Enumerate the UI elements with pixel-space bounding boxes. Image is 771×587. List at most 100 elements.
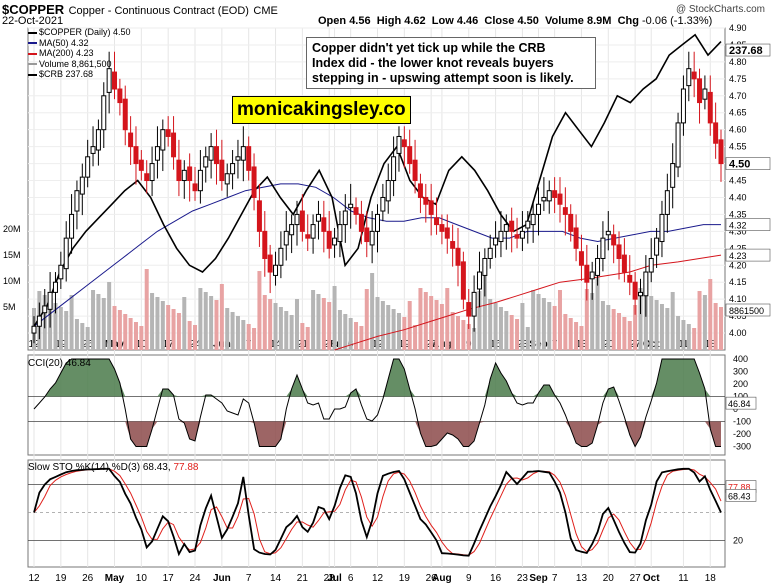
candle-body	[546, 190, 552, 202]
volume-bar	[107, 282, 112, 350]
candle-body	[251, 166, 257, 198]
candle-body	[530, 213, 536, 226]
x-tick-label: 9	[466, 573, 472, 584]
instrument-name: Copper - Continuous Contract (EOD)	[68, 5, 249, 17]
candle-body	[90, 146, 96, 154]
candle-body	[294, 213, 300, 226]
candle-body	[213, 146, 219, 165]
volume-bar	[568, 318, 573, 350]
low-value: 4.46	[456, 15, 479, 27]
candle-body	[573, 227, 579, 249]
candle-body	[525, 220, 531, 229]
ma200-value-tag-box	[725, 248, 771, 262]
candle-body	[326, 230, 332, 249]
volume-bar	[182, 297, 187, 350]
volume-bar	[579, 326, 584, 350]
candle-body	[707, 91, 713, 124]
candle-body	[584, 264, 590, 283]
candle-body	[278, 247, 284, 266]
x-tick-label: Aug	[432, 573, 451, 584]
candle-body	[611, 234, 617, 246]
close-value: 4.50	[517, 15, 539, 27]
candle-body	[95, 129, 101, 151]
candle-body	[702, 88, 708, 100]
candle-body	[171, 132, 177, 158]
candle-body	[160, 129, 166, 151]
volume-bar	[659, 304, 664, 350]
volume-bar	[300, 323, 305, 350]
candle-body	[203, 156, 209, 168]
high-value: 4.62	[404, 15, 426, 27]
candle-body	[219, 159, 225, 182]
candle-body	[568, 213, 574, 232]
candle-body	[536, 203, 542, 215]
volume-bar	[316, 294, 321, 350]
volume-bar	[386, 305, 391, 350]
x-tick-label: Jun	[213, 573, 231, 584]
candle-body	[112, 71, 118, 90]
legend-swatch	[28, 52, 37, 55]
volume-bar	[563, 314, 568, 350]
volume-bar	[595, 277, 600, 350]
volume-bar	[343, 314, 348, 350]
volume-bar	[74, 319, 79, 350]
volume-tick-label: 10M	[3, 276, 21, 286]
x-tick-label: Oct	[643, 573, 660, 584]
x-tick-label: 7	[246, 573, 252, 584]
candle-body	[364, 227, 370, 243]
volume-bar	[520, 303, 525, 350]
volume-bar	[294, 299, 299, 350]
volume-bar	[176, 313, 181, 350]
volume-bar	[348, 318, 353, 350]
x-tick-label: 7	[552, 573, 558, 584]
stochastic-k-tag: 68.43	[728, 491, 751, 501]
candle-body	[348, 203, 354, 209]
annotation-line-2: Index did - the lower knot reveals buyer…	[312, 56, 554, 70]
volume-bar	[311, 290, 316, 350]
volume-bar	[525, 327, 530, 350]
volume-bar	[531, 290, 536, 350]
volume-bar	[622, 317, 627, 350]
candle-body	[117, 88, 123, 104]
candle-body	[487, 247, 493, 259]
volume-bar	[139, 326, 144, 350]
stochastic-d-line	[33, 468, 722, 556]
volume-bar	[209, 296, 214, 350]
cci-tick-label: -300	[733, 442, 751, 452]
volume-bar	[676, 316, 681, 350]
volume-bar	[611, 309, 616, 350]
volume-bar	[515, 319, 520, 350]
volume-bar	[450, 312, 455, 350]
candle-body	[69, 213, 75, 239]
volume-bar	[364, 289, 369, 350]
candle-body	[713, 122, 719, 144]
volume-bar	[402, 317, 407, 350]
volume-bar	[574, 322, 579, 350]
volume-bar	[101, 298, 106, 350]
volume-bar	[552, 306, 557, 350]
legend-label: MA(50) 4.32	[39, 37, 89, 48]
volume-bar	[600, 301, 605, 350]
price-tick-label: 4.65	[729, 108, 747, 118]
legend-swatch	[28, 73, 37, 76]
candle-body	[648, 257, 654, 273]
candle-body	[460, 261, 466, 300]
candle-body	[154, 146, 160, 161]
volume-bar	[171, 309, 176, 350]
volume-bar	[112, 306, 117, 350]
candle-body	[434, 217, 440, 226]
x-tick-label: 13	[576, 573, 588, 584]
candle-body	[670, 163, 676, 188]
volume-bar	[160, 301, 165, 350]
candle-body	[273, 264, 279, 276]
x-tick-label: 21	[297, 573, 309, 584]
volume-bar	[321, 298, 326, 350]
x-tick-label: 14	[270, 573, 282, 584]
ma50-value-tag: 4.32	[729, 221, 747, 231]
candle-body	[283, 230, 289, 246]
volume-bar	[692, 328, 697, 350]
volume-bar	[187, 321, 192, 350]
candle-body	[380, 196, 386, 212]
candle-body	[85, 156, 91, 178]
volume-bar	[123, 314, 128, 350]
